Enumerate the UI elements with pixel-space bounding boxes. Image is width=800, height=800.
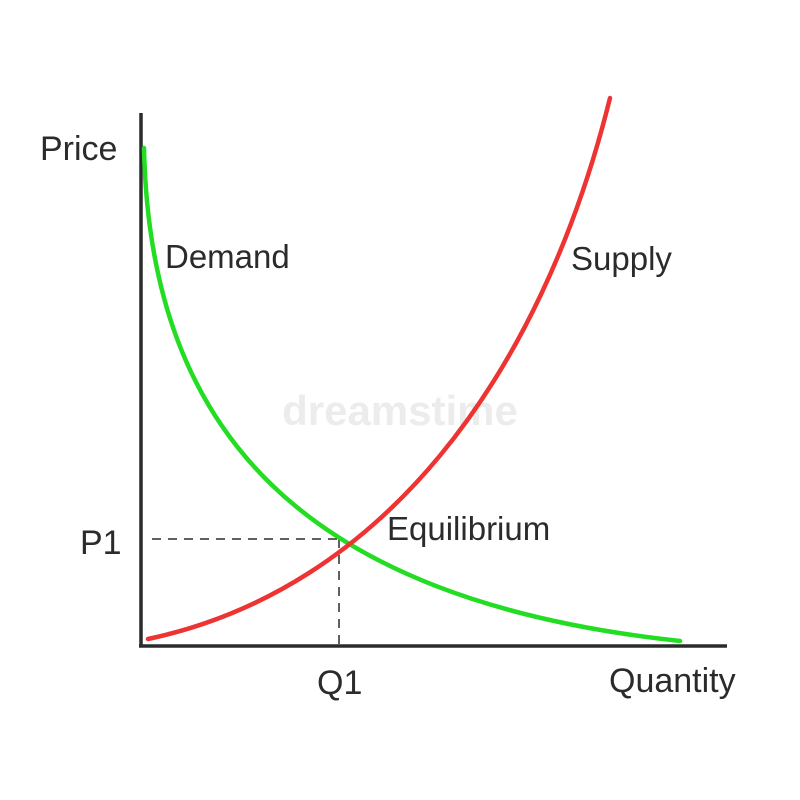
p1-label: P1 [80, 524, 122, 562]
supply-curve [145, 95, 613, 642]
q1-label: Q1 [317, 664, 362, 702]
demand-curve [141, 145, 683, 644]
x-axis-label: Quantity [609, 662, 736, 700]
equilibrium-label: Equilibrium [387, 510, 550, 547]
y-axis-label: Price [40, 130, 117, 168]
watermark-text: dreamstime [282, 387, 518, 434]
supply-label: Supply [571, 240, 672, 277]
demand-label: Demand [165, 238, 290, 275]
